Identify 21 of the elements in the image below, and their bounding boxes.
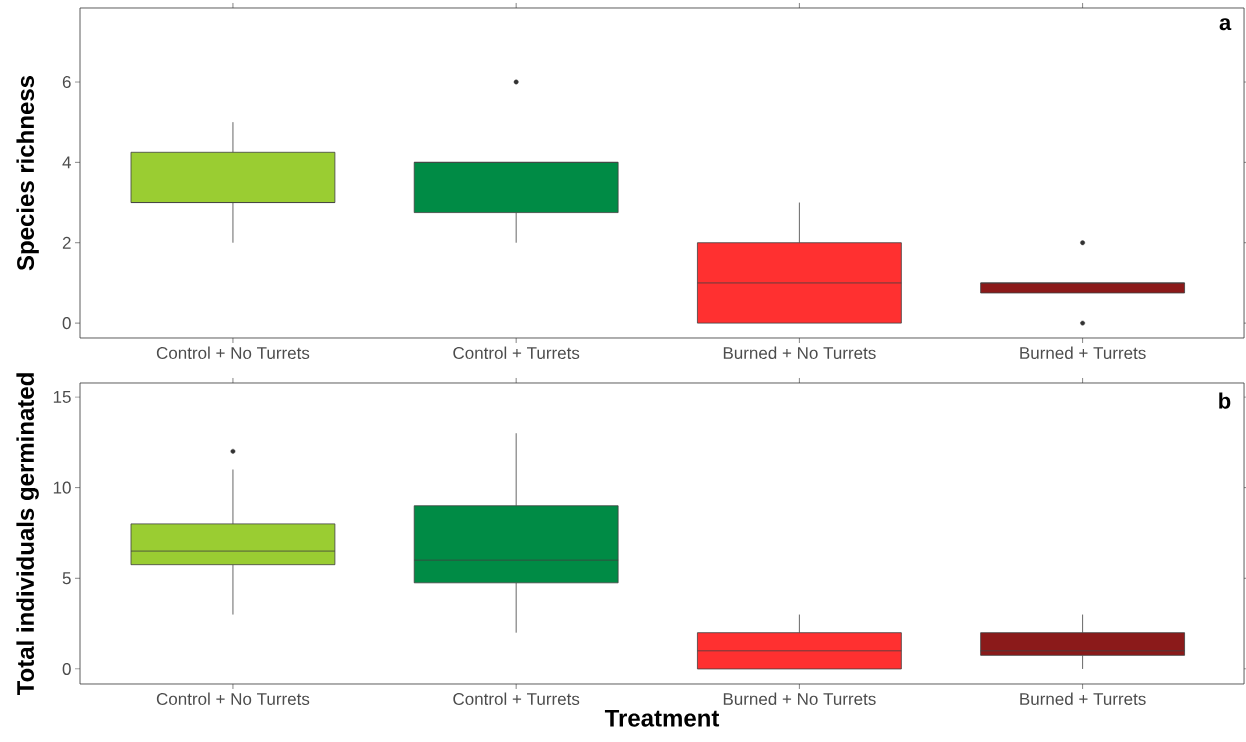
y-tick-label: 2 — [62, 236, 71, 249]
x-tick-label: Control + No Turrets — [156, 346, 310, 360]
x-tick-label: Control + Turrets — [453, 346, 580, 360]
annotation: a — [1219, 18, 1232, 31]
annotation: b — [1219, 392, 1231, 409]
y-tick-label: 0 — [62, 662, 71, 675]
y-tick-label: 10 — [53, 481, 71, 494]
x-tick-label: Burned + No Turrets — [723, 692, 876, 706]
y-axis-title: Total individuals germinated — [16, 373, 39, 696]
y-tick-label: 6 — [62, 75, 71, 88]
y-tick-label: 5 — [62, 572, 71, 585]
y-axis-title: Species richness — [16, 75, 39, 271]
x-axis-title: Treatment — [604, 709, 720, 727]
x-tick-label: Control + Turrets — [453, 692, 580, 706]
x-tick-label: Burned + Turrets — [1020, 346, 1146, 360]
y-tick-label: 15 — [53, 391, 71, 403]
y-tick-label: 0 — [62, 317, 71, 330]
y-tick-label: 4 — [62, 156, 71, 169]
x-tick-label: Burned + No Turrets — [723, 346, 876, 360]
x-tick-label: Burned + Turrets — [1020, 692, 1146, 706]
x-tick-label: Control + No Turrets — [156, 692, 310, 706]
